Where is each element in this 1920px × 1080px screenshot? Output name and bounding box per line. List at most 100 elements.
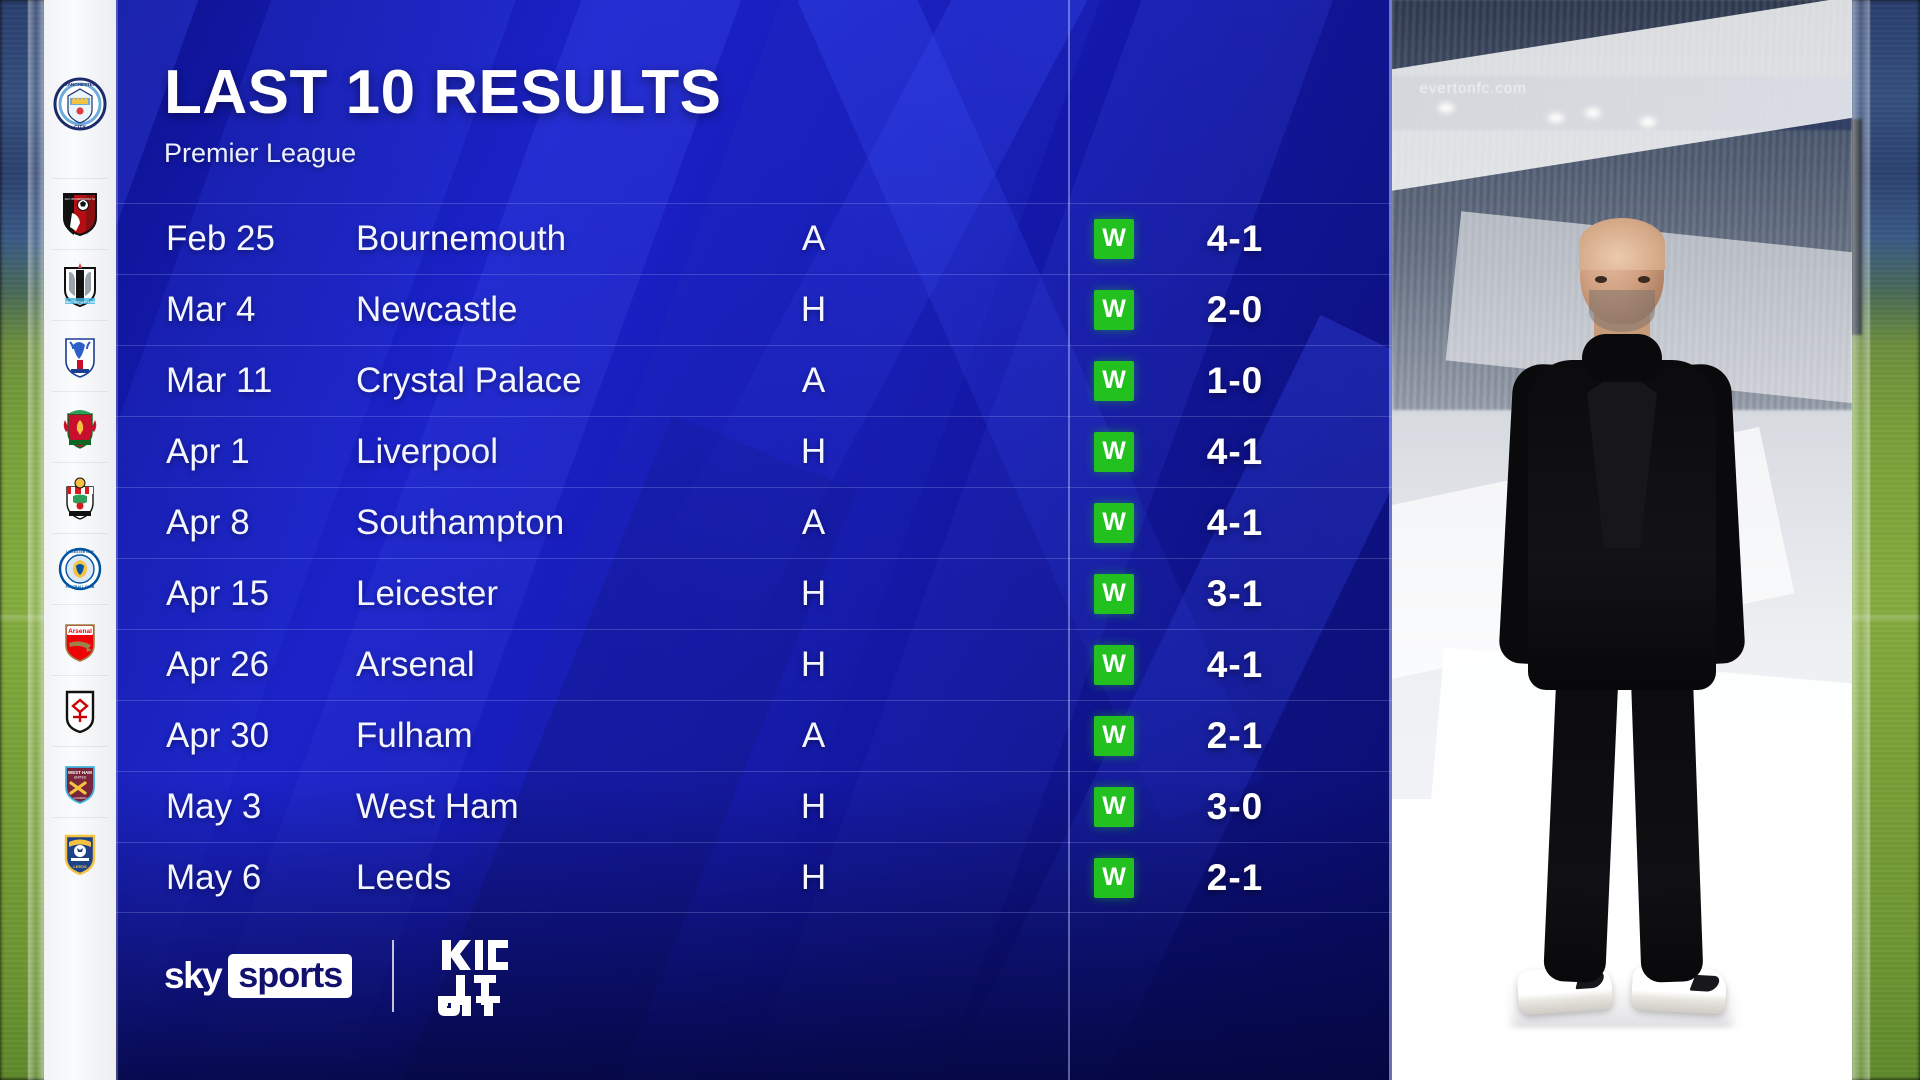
table-row[interactable]: Apr 15 Leicester H W 3-1 [116, 558, 1392, 629]
southampton-crest [66, 477, 94, 520]
sidebar-crest-bournemouth: AFC BOURNEMOUTH [44, 178, 116, 249]
table-row[interactable]: Mar 11 Crystal Palace A W 1-0 [116, 345, 1392, 416]
newcastle-crest: NEWCASTLE UNITED [64, 262, 97, 307]
row-score: 2-1 [1206, 856, 1264, 898]
result-badge: W [1094, 644, 1134, 685]
result-badge: W [1094, 431, 1134, 472]
panel-bottom-shade [116, 780, 1392, 1080]
table-row[interactable]: Apr 30 Fulham A W 2-1 [116, 700, 1392, 771]
results-panel [116, 0, 1392, 1080]
row-date: Feb 25 [166, 218, 275, 258]
row-venue: H [800, 786, 827, 826]
presenter-photo-panel: evertonfc.com [1392, 0, 1852, 1080]
row-score: 4-1 [1206, 501, 1264, 543]
row-opponent: Southampton [356, 502, 565, 542]
crystal-palace-crest [65, 337, 95, 378]
row-score: 2-0 [1206, 288, 1264, 330]
panel-left-edge [116, 0, 118, 1080]
sidebar-crest-fulham [44, 675, 116, 746]
leicester-crest: LEICESTER CITY FOOTBALL CLUB [58, 547, 102, 590]
row-score: 4-1 [1206, 643, 1264, 685]
table-row[interactable]: May 3 West Ham H W 3-0 [116, 771, 1392, 842]
logo-divider [392, 940, 395, 1012]
row-date: Apr 15 [166, 573, 270, 613]
row-opponent: Crystal Palace [356, 360, 582, 400]
sidebar-crest-crystal-palace [44, 320, 116, 391]
svg-text:NEWCASTLE UNITED: NEWCASTLE UNITED [65, 300, 97, 304]
fulham-crest [65, 690, 95, 733]
row-venue: H [800, 644, 827, 684]
row-date: May 3 [166, 786, 262, 826]
eye-right [1638, 276, 1650, 283]
row-score: 2-1 [1206, 714, 1264, 756]
sidebar-crest-manchester-city: MANCHESTER CITY [44, 58, 116, 154]
table-row[interactable]: Apr 26 Arsenal H W 4-1 [116, 629, 1392, 700]
row-opponent: Arsenal [356, 644, 475, 684]
row-opponent: West Ham [356, 786, 519, 826]
leg-left [1543, 660, 1619, 984]
west-ham-crest: WEST HAM UNITED LONDON [65, 765, 95, 804]
row-date: Apr 8 [166, 502, 250, 542]
row-score: 3-1 [1206, 572, 1264, 614]
header: LAST 10 RESULTS Premier League [164, 62, 722, 169]
page-subtitle: Premier League [164, 138, 357, 168]
panel-right-edge [1389, 0, 1392, 1080]
turtleneck-collar [1582, 334, 1662, 382]
sidebar-crest-leicester: LEICESTER CITY FOOTBALL CLUB [44, 533, 116, 604]
table-row[interactable]: Feb 25 Bournemouth A W 4-1 [116, 203, 1392, 274]
sky-sports-logo: sky sports [164, 954, 353, 998]
result-badge: W [1094, 715, 1134, 756]
row-date: Mar 11 [166, 360, 273, 400]
table-row[interactable]: Mar 4 Newcastle H W 2-0 [116, 274, 1392, 345]
beard [1589, 290, 1655, 332]
result-badge: W [1094, 573, 1134, 614]
liverpool-crest [63, 409, 97, 449]
sidebar-crest-liverpool [44, 391, 116, 462]
forehead [1579, 218, 1665, 270]
row-score: 4-1 [1206, 217, 1264, 259]
row-opponent: Liverpool [356, 431, 499, 471]
svg-text:LEEDS: LEEDS [73, 864, 87, 869]
row-opponent: Leicester [356, 573, 499, 613]
result-badge: W [1094, 360, 1134, 401]
sidebar-crest-arsenal: Arsenal [44, 604, 116, 675]
row-date: Apr 30 [166, 715, 270, 755]
row-opponent: Fulham [356, 715, 473, 755]
row-opponent: Bournemouth [356, 218, 567, 258]
svg-text:FOOTBALL CLUB: FOOTBALL CLUB [66, 585, 95, 589]
row-venue: A [801, 360, 826, 400]
table-row[interactable]: Apr 1 Liverpool H W 4-1 [116, 416, 1392, 487]
result-badge: W [1094, 502, 1134, 543]
page-title: LAST 10 RESULTS [164, 58, 722, 127]
sports-wordmark: sports [238, 954, 343, 995]
kick-it-out-logo [438, 940, 509, 1016]
right-glass-strip [1852, 0, 1870, 1080]
row-date: Apr 1 [166, 431, 250, 471]
row-date: May 6 [166, 857, 262, 897]
left-glass-strip [28, 0, 44, 1080]
row-venue: A [801, 218, 826, 258]
svg-text:LONDON: LONDON [74, 796, 87, 800]
leg-right [1630, 661, 1704, 983]
result-badge: W [1094, 289, 1134, 330]
row-score: 4-1 [1206, 430, 1264, 472]
studio-floor [1392, 799, 1852, 1080]
manchester-city-crest: MANCHESTER CITY [53, 77, 107, 131]
svg-text:WEST HAM: WEST HAM [68, 770, 92, 775]
svg-text:MANCHESTER: MANCHESTER [64, 82, 97, 87]
table-row[interactable]: Apr 8 Southampton A W 4-1 [116, 487, 1392, 558]
row-venue: H [800, 289, 827, 329]
row-score: 1-0 [1206, 359, 1264, 401]
row-venue: H [800, 573, 827, 613]
sidebar-crest-leeds: LEEDS [44, 817, 116, 888]
sports-box: sports [228, 954, 353, 998]
footer-logos: sky sports [164, 934, 512, 1018]
table-row[interactable]: May 6 Leeds H W 2-1 [116, 842, 1392, 913]
svg-text:Arsenal: Arsenal [68, 628, 92, 635]
eye-left [1595, 276, 1607, 283]
sidebar-crest-west-ham: WEST HAM UNITED LONDON [44, 746, 116, 817]
crest-sidebar: MANCHESTER CITY AFC BOURNEMOUTH [44, 0, 116, 1080]
row-score: 3-0 [1206, 785, 1264, 827]
svg-text:AFC BOURNEMOUTH: AFC BOURNEMOUTH [65, 197, 96, 201]
